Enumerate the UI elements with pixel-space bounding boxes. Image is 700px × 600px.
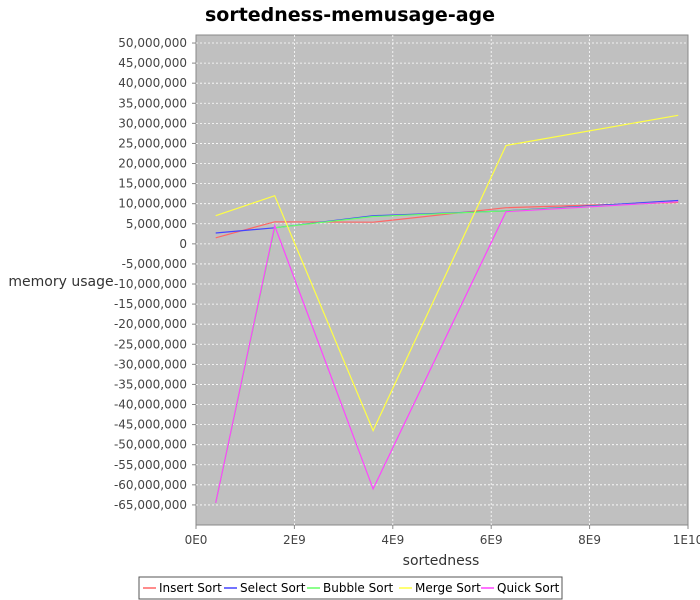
plot-area bbox=[195, 34, 689, 526]
y-tick-label: -65,000,000 bbox=[114, 498, 187, 512]
y-tick-label: -55,000,000 bbox=[114, 458, 187, 472]
x-axis: 0E0 2E9 4E9 6E9 8E9 1E10 bbox=[185, 525, 700, 547]
chart-title: sortedness-memusage-age bbox=[205, 4, 495, 26]
x-tick-label: 2E9 bbox=[283, 533, 306, 547]
y-tick-label: -20,000,000 bbox=[114, 317, 187, 331]
y-tick-label: 35,000,000 bbox=[118, 96, 187, 110]
y-tick-label: -50,000,000 bbox=[114, 438, 187, 452]
series-line-merge-sort bbox=[215, 114, 679, 433]
y-tick-label: 10,000,000 bbox=[118, 197, 187, 211]
x-tick-label: 6E9 bbox=[480, 533, 503, 547]
y-tick-label: -15,000,000 bbox=[114, 297, 187, 311]
y-tick-label: -60,000,000 bbox=[114, 478, 187, 492]
y-tick-label: 5,000,000 bbox=[126, 217, 187, 231]
x-tick-label: 4E9 bbox=[381, 533, 404, 547]
legend-item-label: Merge Sort bbox=[415, 581, 481, 595]
y-tick-label: 45,000,000 bbox=[118, 56, 187, 70]
y-tick-label: 20,000,000 bbox=[118, 157, 187, 171]
y-tick-label: 15,000,000 bbox=[118, 177, 187, 191]
series-line-quick-sort bbox=[215, 201, 679, 504]
legend-item-label: Insert Sort bbox=[159, 581, 222, 595]
y-tick-label: -30,000,000 bbox=[114, 357, 187, 371]
y-tick-label: -5,000,000 bbox=[122, 257, 187, 271]
y-tick-label: 40,000,000 bbox=[118, 76, 187, 90]
x-tick-label: 0E0 bbox=[185, 533, 208, 547]
series-lines bbox=[215, 114, 679, 504]
y-axis: 50,000,000 45,000,000 40,000,000 35,000,000… bbox=[114, 36, 196, 512]
legend-box bbox=[138, 576, 563, 600]
legend: Insert Sort Select Sort Bubble Sort Merge S… bbox=[138, 576, 563, 600]
series-line-insert-sort bbox=[215, 201, 679, 239]
y-tick-label: -45,000,000 bbox=[114, 418, 187, 432]
y-tick-label: -10,000,000 bbox=[114, 277, 187, 291]
y-tick-label: 30,000,000 bbox=[118, 116, 187, 130]
legend-item-label: Quick Sort bbox=[497, 581, 560, 595]
y-tick-label: -35,000,000 bbox=[114, 377, 187, 391]
x-tick-label: 8E9 bbox=[578, 533, 601, 547]
y-tick-label: 25,000,000 bbox=[118, 136, 187, 150]
y-tick-label: 50,000,000 bbox=[118, 36, 187, 50]
x-axis-label: sortedness bbox=[403, 553, 480, 569]
legend-item-label: Select Sort bbox=[240, 581, 306, 595]
legend-item-label: Bubble Sort bbox=[323, 581, 393, 595]
y-tick-label: -25,000,000 bbox=[114, 337, 187, 351]
y-tick-label: -40,000,000 bbox=[114, 398, 187, 412]
y-axis-label: memory usage bbox=[8, 274, 113, 290]
y-tick-label: 0 bbox=[179, 237, 187, 251]
x-tick-label: 1E10 bbox=[673, 533, 700, 547]
